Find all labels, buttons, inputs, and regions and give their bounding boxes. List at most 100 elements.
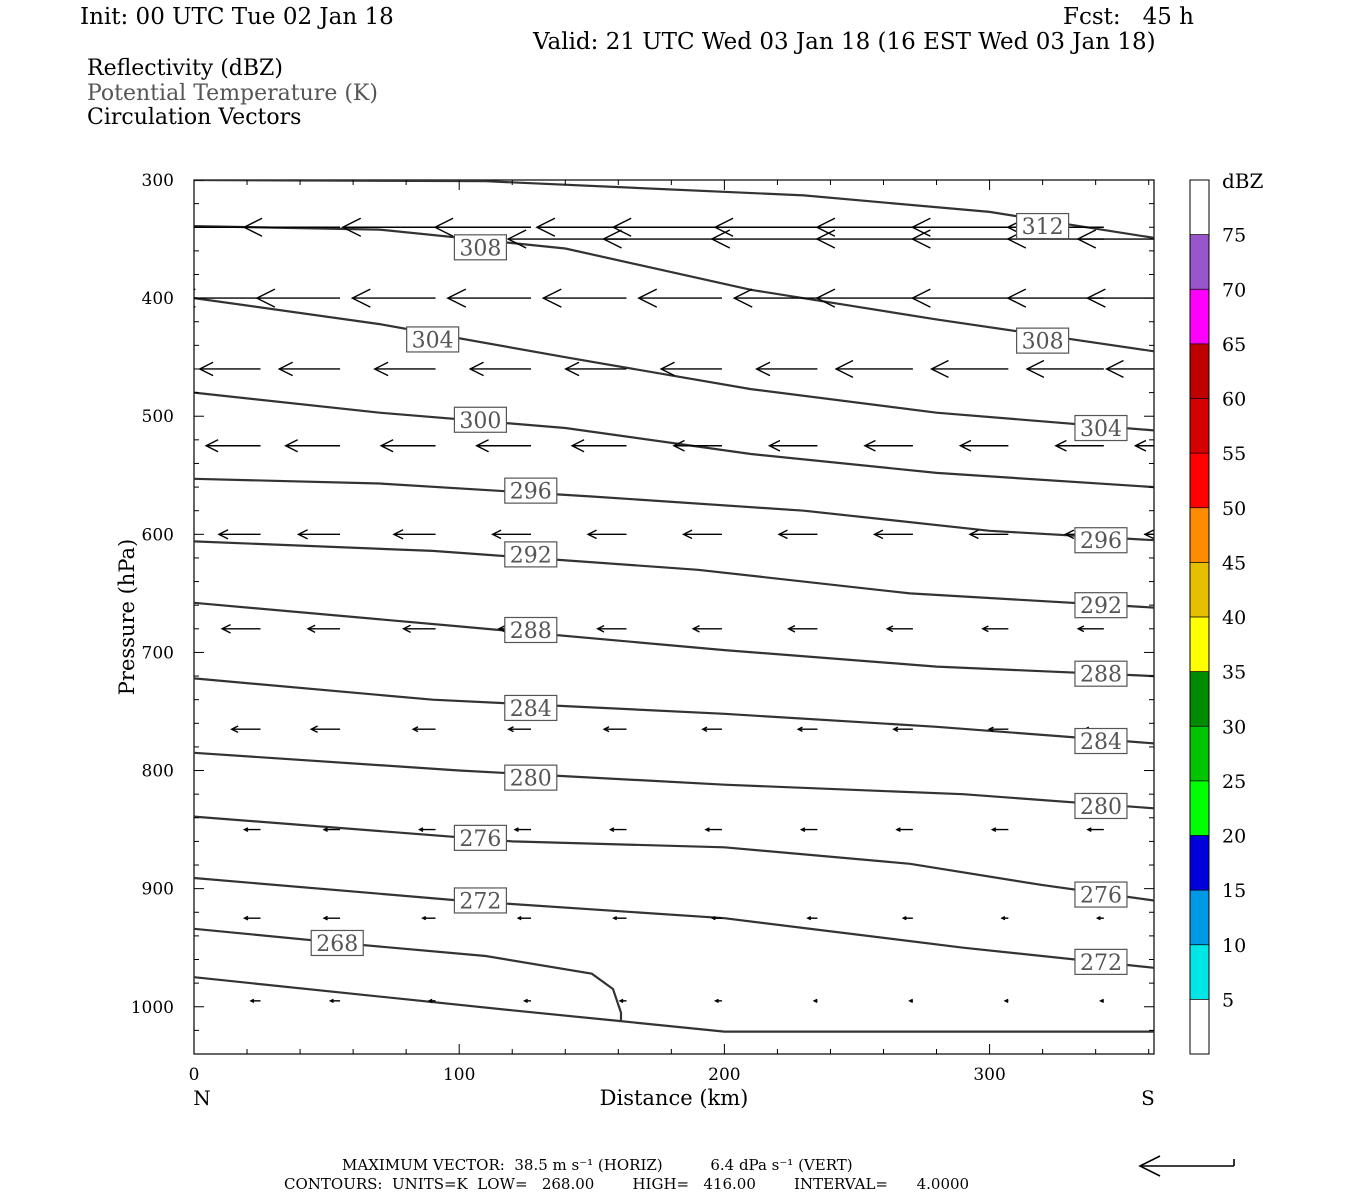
- colorbar-tick-label: 45: [1222, 552, 1246, 574]
- circulation-vector-head: [1105, 359, 1124, 379]
- contour-label-272: 272: [1080, 951, 1122, 976]
- x-left-end-label: N: [193, 1086, 211, 1110]
- colorbar-bin: [1190, 890, 1209, 945]
- circulation-vector-head: [981, 625, 989, 633]
- circulation-vector-head: [732, 288, 753, 308]
- contour-label-300: 300: [459, 409, 501, 434]
- contour-label-box: [504, 694, 558, 722]
- circulation-vector-head: [968, 529, 979, 540]
- contour-label-box: [504, 541, 558, 568]
- circulation-vector-head: [1000, 916, 1006, 921]
- circulation-vector-head: [755, 361, 771, 377]
- circulation-vector-head: [787, 625, 796, 633]
- circulation-vector-head: [691, 625, 700, 633]
- circulation-vector-head: [1076, 229, 1097, 249]
- circulation-vector-head: [165, 218, 183, 236]
- y-tick-label: 1000: [131, 998, 174, 1018]
- contour-label-box: [504, 764, 558, 791]
- contour-label-box: [1074, 527, 1128, 554]
- contour-label-288: 288: [510, 619, 552, 644]
- y-axis-label: Pressure (hPa): [115, 539, 139, 695]
- colorbar-bin: [1190, 398, 1209, 454]
- contour-label-box: [453, 234, 508, 261]
- colorbar-bin: [1190, 999, 1209, 1054]
- circulation-vector-head: [1025, 359, 1045, 379]
- circulation-vector-head: [230, 725, 239, 733]
- circulation-vector-head: [637, 288, 658, 308]
- init-time: Init: 00 UTC Tue 02 Jan 18: [80, 4, 394, 30]
- colorbar-unit-label: dBZ: [1222, 169, 1264, 193]
- circulation-vector-head: [242, 915, 249, 921]
- circulation-vector-head: [513, 827, 519, 832]
- circulation-vector-head: [411, 726, 419, 733]
- circulation-vector-head: [1133, 439, 1147, 452]
- x-tick-label: 100: [443, 1065, 475, 1085]
- theta-contour-304: [194, 297, 1154, 432]
- circulation-vector-head: [987, 726, 994, 732]
- contour-label-box: [1074, 948, 1128, 975]
- circulation-vector-head: [872, 529, 884, 540]
- circulation-vector-head: [506, 229, 527, 249]
- vector-group: [165, 217, 1171, 1003]
- circulation-vector-head: [242, 217, 263, 237]
- colorbar-bin: [1190, 289, 1209, 344]
- colorbar-bin: [1190, 617, 1209, 672]
- circulation-vector-head: [815, 229, 836, 249]
- circulation-vector-head: [217, 529, 229, 540]
- colorbar-tick-label: 65: [1222, 334, 1246, 356]
- circulation-vector-head: [1167, 828, 1171, 832]
- circulation-vector-head: [672, 439, 685, 452]
- circulation-vector-head: [255, 288, 276, 308]
- max-vector-note: MAXIMUM VECTOR: 38.5 m s⁻¹ (HORIZ) 6.4 d…: [342, 1156, 853, 1174]
- theta-contour-272: [194, 876, 1154, 969]
- circulation-vector-head: [446, 288, 467, 308]
- contour-label-box: [1074, 592, 1128, 619]
- colorbar-bin: [1190, 234, 1209, 290]
- contour-label-280: 280: [510, 767, 552, 792]
- circulation-vector-head: [701, 726, 708, 732]
- circulation-vector-head: [309, 725, 318, 733]
- circulation-vector-head: [507, 726, 514, 733]
- axes-group: 0 100 200 300 300 400 500 600 700 800 900 1000: [131, 171, 1154, 1085]
- contour-label-304: 304: [1080, 417, 1122, 442]
- circulation-vector-head: [799, 827, 806, 832]
- contour-label-280: 280: [1080, 795, 1122, 820]
- y-tick-label: 800: [142, 762, 174, 782]
- circulation-vector-head: [1054, 439, 1067, 452]
- circulation-vector-head: [392, 529, 404, 540]
- colorbar-bin: [1190, 726, 1209, 781]
- contour-label-box: [504, 616, 558, 644]
- contour-label-276: 276: [1080, 884, 1122, 909]
- circulation-vector-head: [249, 998, 255, 1003]
- circulation-vector-head: [608, 827, 615, 832]
- circulation-vector-head: [596, 625, 605, 633]
- circulation-vector-head: [958, 439, 972, 452]
- circulation-vector-head: [710, 916, 716, 921]
- y-tick-label: 400: [142, 289, 174, 309]
- circulation-vector-head: [475, 439, 489, 453]
- theta-contour-296: [194, 477, 1154, 542]
- plot-frame: [193, 179, 1155, 1055]
- circulation-vector-head: [612, 916, 617, 921]
- y-tick-label: 500: [142, 407, 174, 427]
- legend-reflectivity: Reflectivity (dBZ): [87, 56, 283, 81]
- contour-label-box: [1074, 727, 1128, 755]
- circulation-vector-head: [296, 529, 308, 540]
- colorbar-tick-label: 30: [1222, 716, 1246, 738]
- legend-potential-temperature: Potential Temperature (K): [87, 81, 378, 106]
- colorbar-bin: [1190, 180, 1209, 235]
- circulation-vector-head: [373, 361, 389, 377]
- colorbar-bin: [1190, 343, 1209, 399]
- circulation-vector-head: [1076, 625, 1085, 633]
- colorbar-bin: [1190, 562, 1209, 617]
- circulation-vector-head: [910, 229, 931, 249]
- colorbar-bin: [1190, 453, 1209, 508]
- colorbar: 5 10 15 20 25 30 35 40 45 50 55 60 65 70 75: [1189, 179, 1246, 1055]
- circulation-vector-head: [812, 998, 818, 1003]
- theta-contour-300: [194, 391, 1154, 489]
- contour-label-272: 272: [459, 889, 501, 914]
- contour-label-box: [310, 929, 364, 957]
- contour-info-note: CONTOURS: UNITS=K LOW= 268.00 HIGH= 416.…: [284, 1175, 970, 1193]
- colorbar-tick-label: 10: [1222, 935, 1246, 957]
